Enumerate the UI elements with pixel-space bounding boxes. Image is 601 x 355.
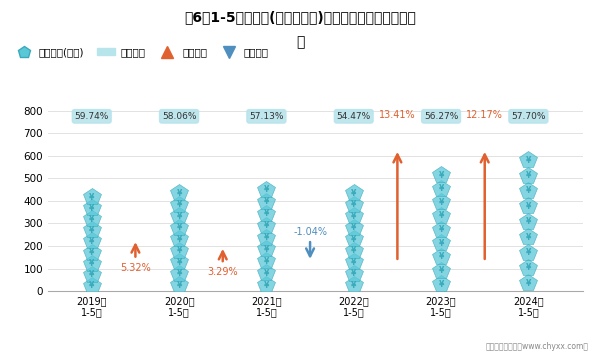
Text: 54.47%: 54.47% — [337, 112, 371, 121]
Text: 12.17%: 12.17% — [466, 110, 503, 120]
Text: ¥: ¥ — [526, 233, 531, 242]
Text: ¥: ¥ — [526, 186, 531, 195]
Text: 59.74%: 59.74% — [75, 112, 109, 121]
Text: ¥: ¥ — [351, 223, 356, 232]
Text: ¥: ¥ — [89, 248, 94, 257]
Text: ¥: ¥ — [526, 248, 531, 257]
Text: ¥: ¥ — [351, 212, 356, 221]
Text: ¥: ¥ — [89, 193, 94, 202]
Text: 5.32%: 5.32% — [120, 263, 151, 273]
Text: ¥: ¥ — [89, 226, 94, 235]
Text: ¥: ¥ — [89, 237, 94, 246]
Text: ¥: ¥ — [526, 279, 531, 288]
Text: ¥: ¥ — [89, 204, 94, 213]
Text: 13.41%: 13.41% — [379, 110, 416, 120]
Text: 56.27%: 56.27% — [424, 112, 458, 121]
Text: ¥: ¥ — [176, 269, 182, 278]
Text: ¥: ¥ — [89, 259, 94, 268]
Text: ¥: ¥ — [264, 233, 269, 242]
Text: ¥: ¥ — [438, 280, 444, 289]
Text: ¥: ¥ — [176, 246, 182, 255]
Text: ¥: ¥ — [264, 281, 269, 290]
Text: 制图：智研咨询（www.chyxx.com）: 制图：智研咨询（www.chyxx.com） — [486, 343, 589, 351]
Text: ¥: ¥ — [438, 170, 444, 180]
Text: ¥: ¥ — [351, 200, 356, 209]
Text: ¥: ¥ — [176, 200, 182, 209]
Text: ¥: ¥ — [89, 270, 94, 279]
Text: ¥: ¥ — [351, 281, 356, 290]
Text: ¥: ¥ — [264, 185, 269, 195]
Text: ¥: ¥ — [351, 269, 356, 278]
Text: ¥: ¥ — [526, 217, 531, 226]
Text: ¥: ¥ — [176, 223, 182, 232]
Legend: 累计保费(亿元), 寿险占比, 同比增加, 同比减少: 累计保费(亿元), 寿险占比, 同比增加, 同比减少 — [10, 43, 273, 62]
Text: -1.04%: -1.04% — [293, 227, 327, 237]
Text: ¥: ¥ — [264, 209, 269, 218]
Text: ¥: ¥ — [526, 155, 531, 165]
Text: ¥: ¥ — [176, 189, 182, 198]
Text: 57.13%: 57.13% — [249, 112, 284, 121]
Text: ¥: ¥ — [438, 184, 444, 193]
Text: 图: 图 — [296, 36, 305, 49]
Text: ¥: ¥ — [438, 212, 444, 220]
Text: ¥: ¥ — [264, 197, 269, 206]
Text: 3.29%: 3.29% — [207, 267, 238, 277]
Text: ¥: ¥ — [89, 281, 94, 290]
Text: 58.06%: 58.06% — [162, 112, 197, 121]
Text: ¥: ¥ — [438, 198, 444, 207]
Text: ¥: ¥ — [351, 189, 356, 198]
Text: ¥: ¥ — [264, 245, 269, 254]
Text: ¥: ¥ — [351, 235, 356, 244]
Text: ¥: ¥ — [264, 257, 269, 266]
Text: ¥: ¥ — [176, 235, 182, 244]
Text: ¥: ¥ — [526, 263, 531, 273]
Text: ¥: ¥ — [176, 258, 182, 267]
Text: ¥: ¥ — [438, 225, 444, 234]
Text: ¥: ¥ — [264, 269, 269, 278]
Text: ¥: ¥ — [526, 171, 531, 180]
Text: 57.70%: 57.70% — [511, 112, 546, 121]
Text: ¥: ¥ — [438, 266, 444, 275]
Text: 近6年1-5月辽宁省(不含大连市)累计原保险保费收入统计: 近6年1-5月辽宁省(不含大连市)累计原保险保费收入统计 — [185, 11, 416, 24]
Text: ¥: ¥ — [89, 215, 94, 224]
Text: ¥: ¥ — [176, 212, 182, 221]
Text: ¥: ¥ — [264, 221, 269, 230]
Text: ¥: ¥ — [351, 258, 356, 267]
Text: ¥: ¥ — [176, 281, 182, 290]
Text: ¥: ¥ — [438, 239, 444, 248]
Text: ¥: ¥ — [438, 252, 444, 261]
Text: ¥: ¥ — [351, 246, 356, 255]
Text: ¥: ¥ — [526, 202, 531, 211]
